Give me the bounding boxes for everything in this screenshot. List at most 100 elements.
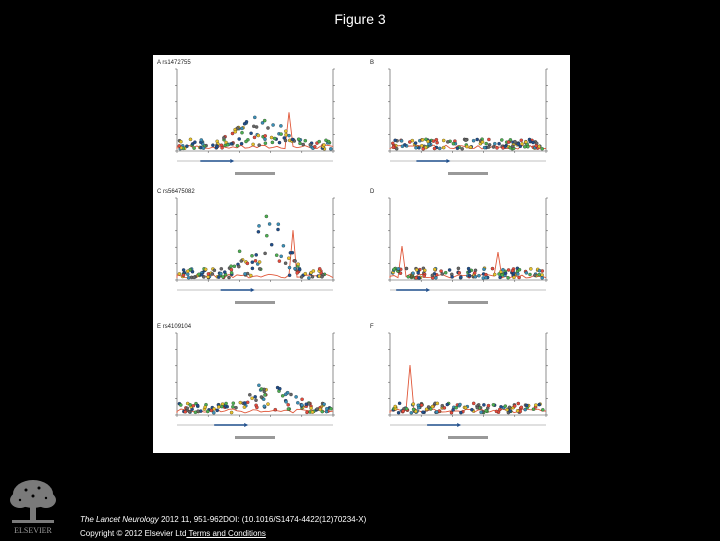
- association-point: [255, 405, 259, 410]
- association-point: [259, 395, 264, 399]
- association-point: [421, 147, 425, 151]
- association-point: [308, 142, 313, 147]
- association-point: [516, 272, 520, 276]
- association-point: [426, 405, 431, 409]
- association-point: [256, 230, 261, 234]
- association-point: [482, 145, 487, 150]
- association-point: [242, 122, 247, 126]
- x-axis-label-mark: [448, 301, 488, 304]
- association-point: [266, 126, 270, 130]
- association-point: [424, 137, 428, 142]
- gene-arrow-icon: [457, 423, 462, 427]
- association-point: [188, 137, 193, 142]
- association-point: [244, 139, 248, 144]
- association-point: [284, 400, 288, 404]
- panel-snp-label: rs1472755: [162, 60, 191, 66]
- association-point: [471, 138, 476, 143]
- association-point: [209, 408, 214, 413]
- x-axis-label-mark: [448, 172, 488, 175]
- association-point: [257, 143, 261, 147]
- association-point: [426, 139, 430, 144]
- association-point: [303, 271, 308, 276]
- association-point: [446, 140, 450, 144]
- figure-panel-c: C rs56475082: [155, 188, 355, 313]
- association-point: [490, 266, 495, 271]
- association-point: [320, 409, 325, 414]
- association-point: [269, 135, 274, 140]
- association-point: [280, 394, 285, 398]
- association-point: [465, 144, 469, 149]
- association-point: [188, 403, 192, 407]
- association-point: [250, 266, 255, 271]
- association-point: [392, 267, 396, 272]
- association-point: [263, 251, 267, 256]
- association-point: [253, 395, 257, 399]
- association-point: [230, 131, 235, 136]
- association-point: [537, 402, 542, 407]
- association-point: [250, 396, 254, 401]
- association-point: [243, 401, 247, 405]
- association-point: [186, 275, 191, 280]
- association-point: [460, 147, 464, 151]
- association-point: [212, 411, 216, 415]
- copyright-line: Copyright © 2012 Elsevier Ltd Terms and …: [80, 529, 266, 538]
- association-point: [296, 137, 301, 141]
- association-point: [265, 233, 269, 238]
- copyright-text: Copyright © 2012 Elsevier Ltd: [80, 529, 187, 538]
- association-point: [424, 407, 429, 411]
- association-point: [484, 141, 488, 146]
- association-point: [512, 404, 517, 408]
- association-point: [422, 274, 426, 278]
- association-point: [284, 132, 288, 137]
- association-point: [512, 275, 516, 280]
- association-point: [295, 271, 299, 275]
- association-point: [201, 146, 206, 150]
- association-point: [248, 393, 252, 397]
- association-point: [215, 408, 219, 413]
- association-point: [249, 273, 253, 278]
- association-point: [307, 276, 311, 280]
- association-point: [256, 133, 261, 138]
- figure-panel-e: E rs4109104: [155, 323, 355, 448]
- association-point: [219, 271, 223, 276]
- association-point: [420, 143, 424, 148]
- terms-link[interactable]: Terms and Conditions: [186, 529, 266, 538]
- association-point: [301, 142, 305, 147]
- association-point: [537, 144, 541, 149]
- association-point: [391, 145, 396, 150]
- association-point: [534, 144, 538, 148]
- association-point: [304, 402, 309, 406]
- association-point: [397, 401, 402, 406]
- association-point: [322, 143, 326, 147]
- association-point: [237, 264, 241, 269]
- association-point: [252, 135, 257, 140]
- panel-snp-label: rs4109104: [162, 324, 192, 330]
- association-point: [267, 222, 272, 226]
- association-point: [463, 138, 468, 142]
- association-point: [245, 400, 250, 405]
- association-point: [229, 410, 234, 415]
- association-point: [215, 139, 219, 144]
- association-point: [179, 139, 183, 144]
- panel-letter: D: [370, 189, 375, 195]
- association-point: [506, 268, 511, 272]
- association-point: [479, 410, 483, 415]
- logo-text: ELSEVIER: [14, 526, 52, 535]
- association-point: [210, 272, 215, 276]
- association-point: [482, 403, 486, 407]
- locus-plot-f: [388, 332, 548, 439]
- association-point: [311, 269, 316, 273]
- association-point: [492, 272, 497, 277]
- association-point: [199, 138, 204, 142]
- association-point: [528, 272, 532, 277]
- association-point: [455, 146, 460, 151]
- association-point: [437, 146, 442, 151]
- association-point: [177, 272, 182, 276]
- association-point: [523, 407, 527, 412]
- association-point: [217, 275, 221, 279]
- association-point: [500, 273, 505, 277]
- association-point: [260, 121, 265, 125]
- association-point: [480, 140, 485, 144]
- association-point: [486, 145, 491, 149]
- association-point: [533, 273, 537, 278]
